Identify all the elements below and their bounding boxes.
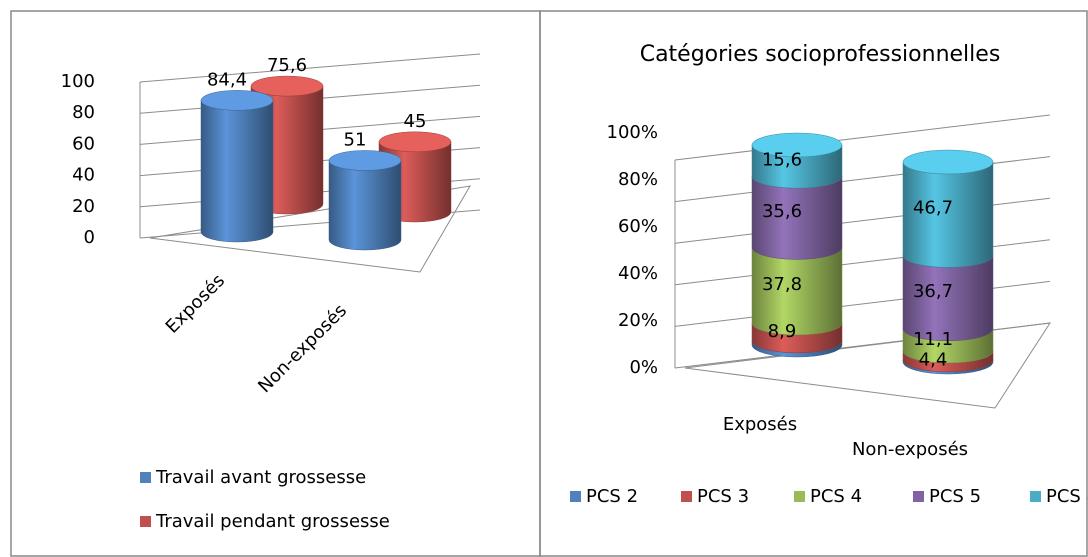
grid-line — [674, 114, 1051, 161]
y-tick-label: 100 — [61, 71, 95, 92]
legend-swatch — [913, 491, 924, 502]
grid-line — [674, 156, 1051, 203]
y-tick-label: 20% — [618, 310, 658, 331]
cylinder-top — [200, 90, 274, 111]
cylinder-top — [902, 149, 994, 175]
value-label: 75,6 — [267, 55, 307, 76]
y-tick-label: 100% — [607, 122, 658, 143]
floor — [149, 185, 471, 273]
value-label: 46,7 — [913, 198, 953, 219]
legend-swatch — [570, 491, 581, 502]
value-label: 84,4 — [207, 69, 247, 90]
grid-line — [674, 197, 1051, 244]
legend-label: PCS 4 — [810, 486, 862, 507]
floor — [684, 322, 1052, 409]
bar — [200, 100, 274, 243]
grid-line — [139, 53, 481, 83]
legend-label: PCS 5 — [929, 486, 981, 507]
chart-title: Catégories socioprofessionnelles — [640, 42, 1001, 67]
value-label: 11,1 — [913, 329, 953, 350]
x-tick-label: Exposés — [162, 270, 229, 337]
x-tick-label: Non-exposés — [254, 300, 351, 397]
legend-swatch — [681, 491, 692, 502]
y-tick-label: 40% — [618, 263, 658, 284]
right-panel — [539, 10, 1088, 557]
y-tick-label: 60% — [618, 216, 658, 237]
x-tick-label: Exposés — [723, 414, 797, 435]
y-tick-label: 80% — [618, 169, 658, 190]
y-tick-label: 40 — [72, 165, 95, 186]
value-label: 51 — [344, 129, 367, 150]
legend-swatch — [794, 491, 805, 502]
grid-line — [674, 280, 1051, 327]
y-tick-label: 0 — [84, 227, 95, 248]
y-tick-label: 0% — [629, 357, 658, 378]
legend-swatch — [140, 516, 151, 527]
value-label: 15,6 — [762, 150, 802, 171]
y-tick-label: 20 — [72, 196, 95, 217]
legend-label: Travail pendant grossesse — [155, 511, 390, 532]
grid-line — [674, 239, 1051, 286]
legend-label: Travail avant grossesse — [155, 467, 366, 488]
legend-label: PCS 2 — [586, 486, 638, 507]
legend-label: PCS 8 — [1046, 486, 1088, 507]
cylinder-top — [328, 150, 402, 171]
value-label: 35,6 — [762, 201, 802, 222]
legend-swatch — [1030, 491, 1041, 502]
value-label: 8,9 — [768, 321, 797, 342]
cylinder-top — [378, 131, 452, 153]
legend-swatch — [140, 472, 151, 483]
cylinder-top — [250, 75, 324, 97]
bar — [328, 160, 402, 251]
value-label: 37,8 — [762, 274, 802, 295]
value-label: 4,4 — [919, 349, 948, 370]
value-label: 45 — [404, 111, 427, 132]
value-label: 36,7 — [913, 281, 953, 302]
y-tick-label: 80 — [72, 102, 95, 123]
x-tick-label: Non-exposés — [852, 439, 968, 460]
y-tick-label: 60 — [72, 133, 95, 154]
cylinder-top — [751, 132, 843, 158]
legend-label: PCS 3 — [697, 486, 749, 507]
